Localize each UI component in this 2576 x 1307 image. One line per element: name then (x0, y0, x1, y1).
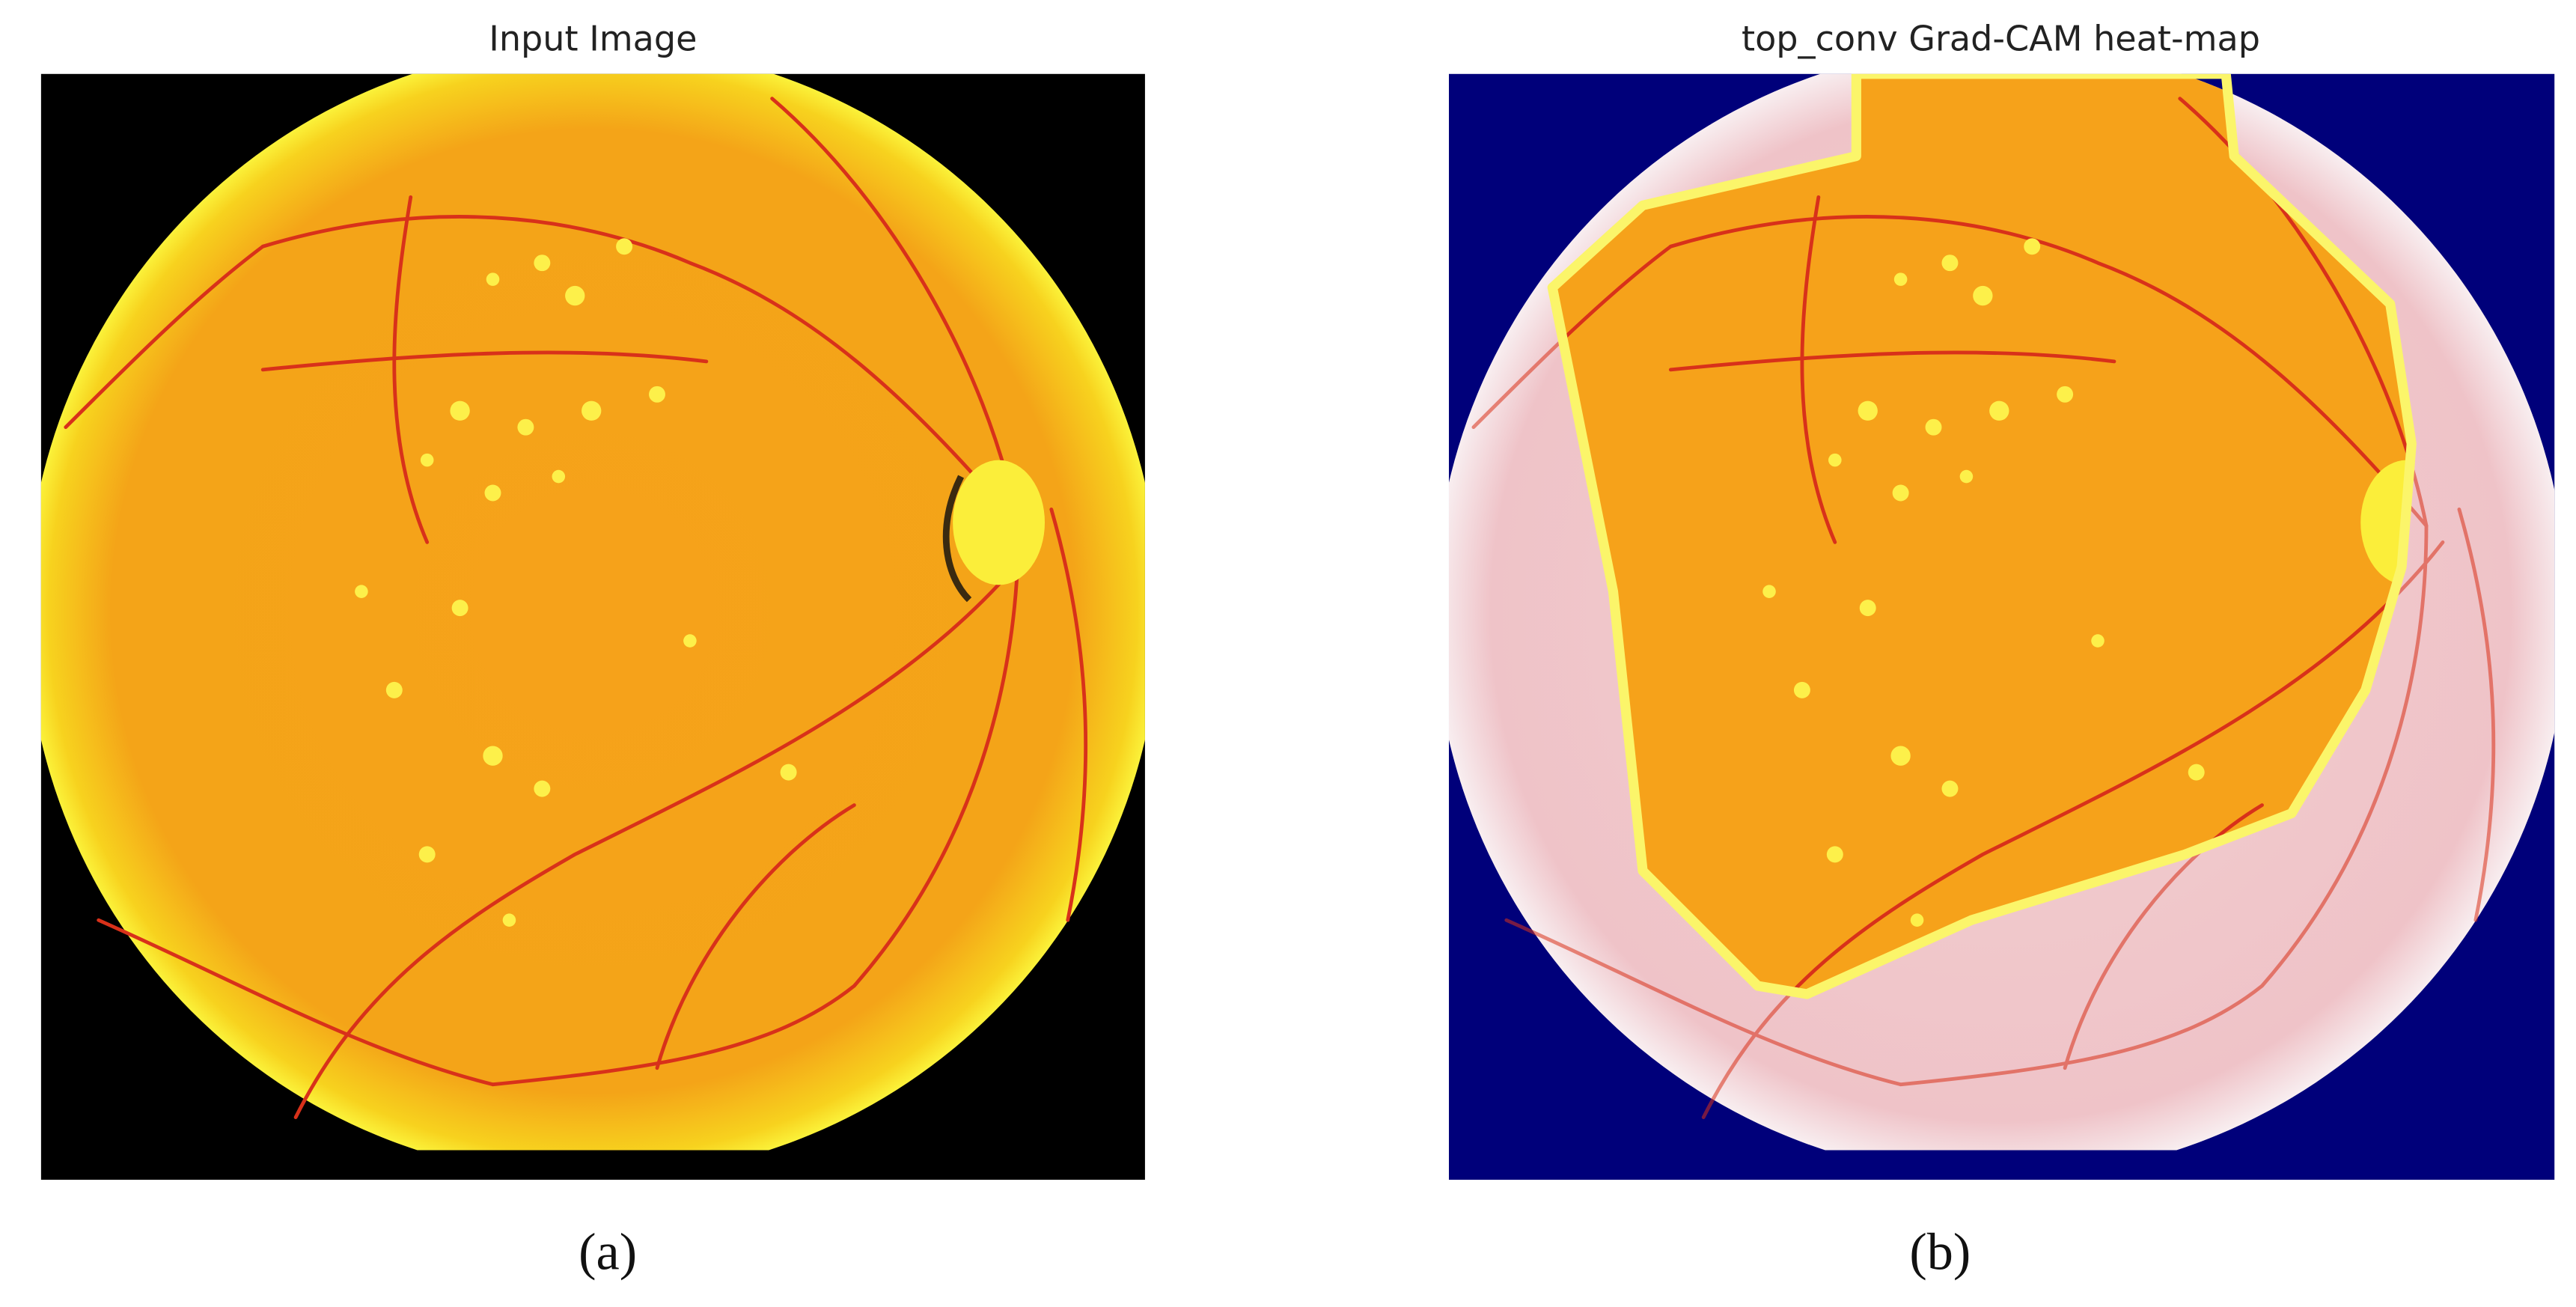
panels: Input Image (a) top_conv Grad-CAM heat-m… (40, 18, 2555, 1281)
panel-caption: (a) (579, 1222, 637, 1281)
panel-title: top_conv Grad-CAM heat-map (1742, 18, 2260, 58)
panel-title: Input Image (489, 18, 697, 58)
input-image (40, 73, 1145, 1151)
heatmap-image (1448, 73, 2555, 1151)
panel-caption: (b) (1909, 1222, 1971, 1281)
